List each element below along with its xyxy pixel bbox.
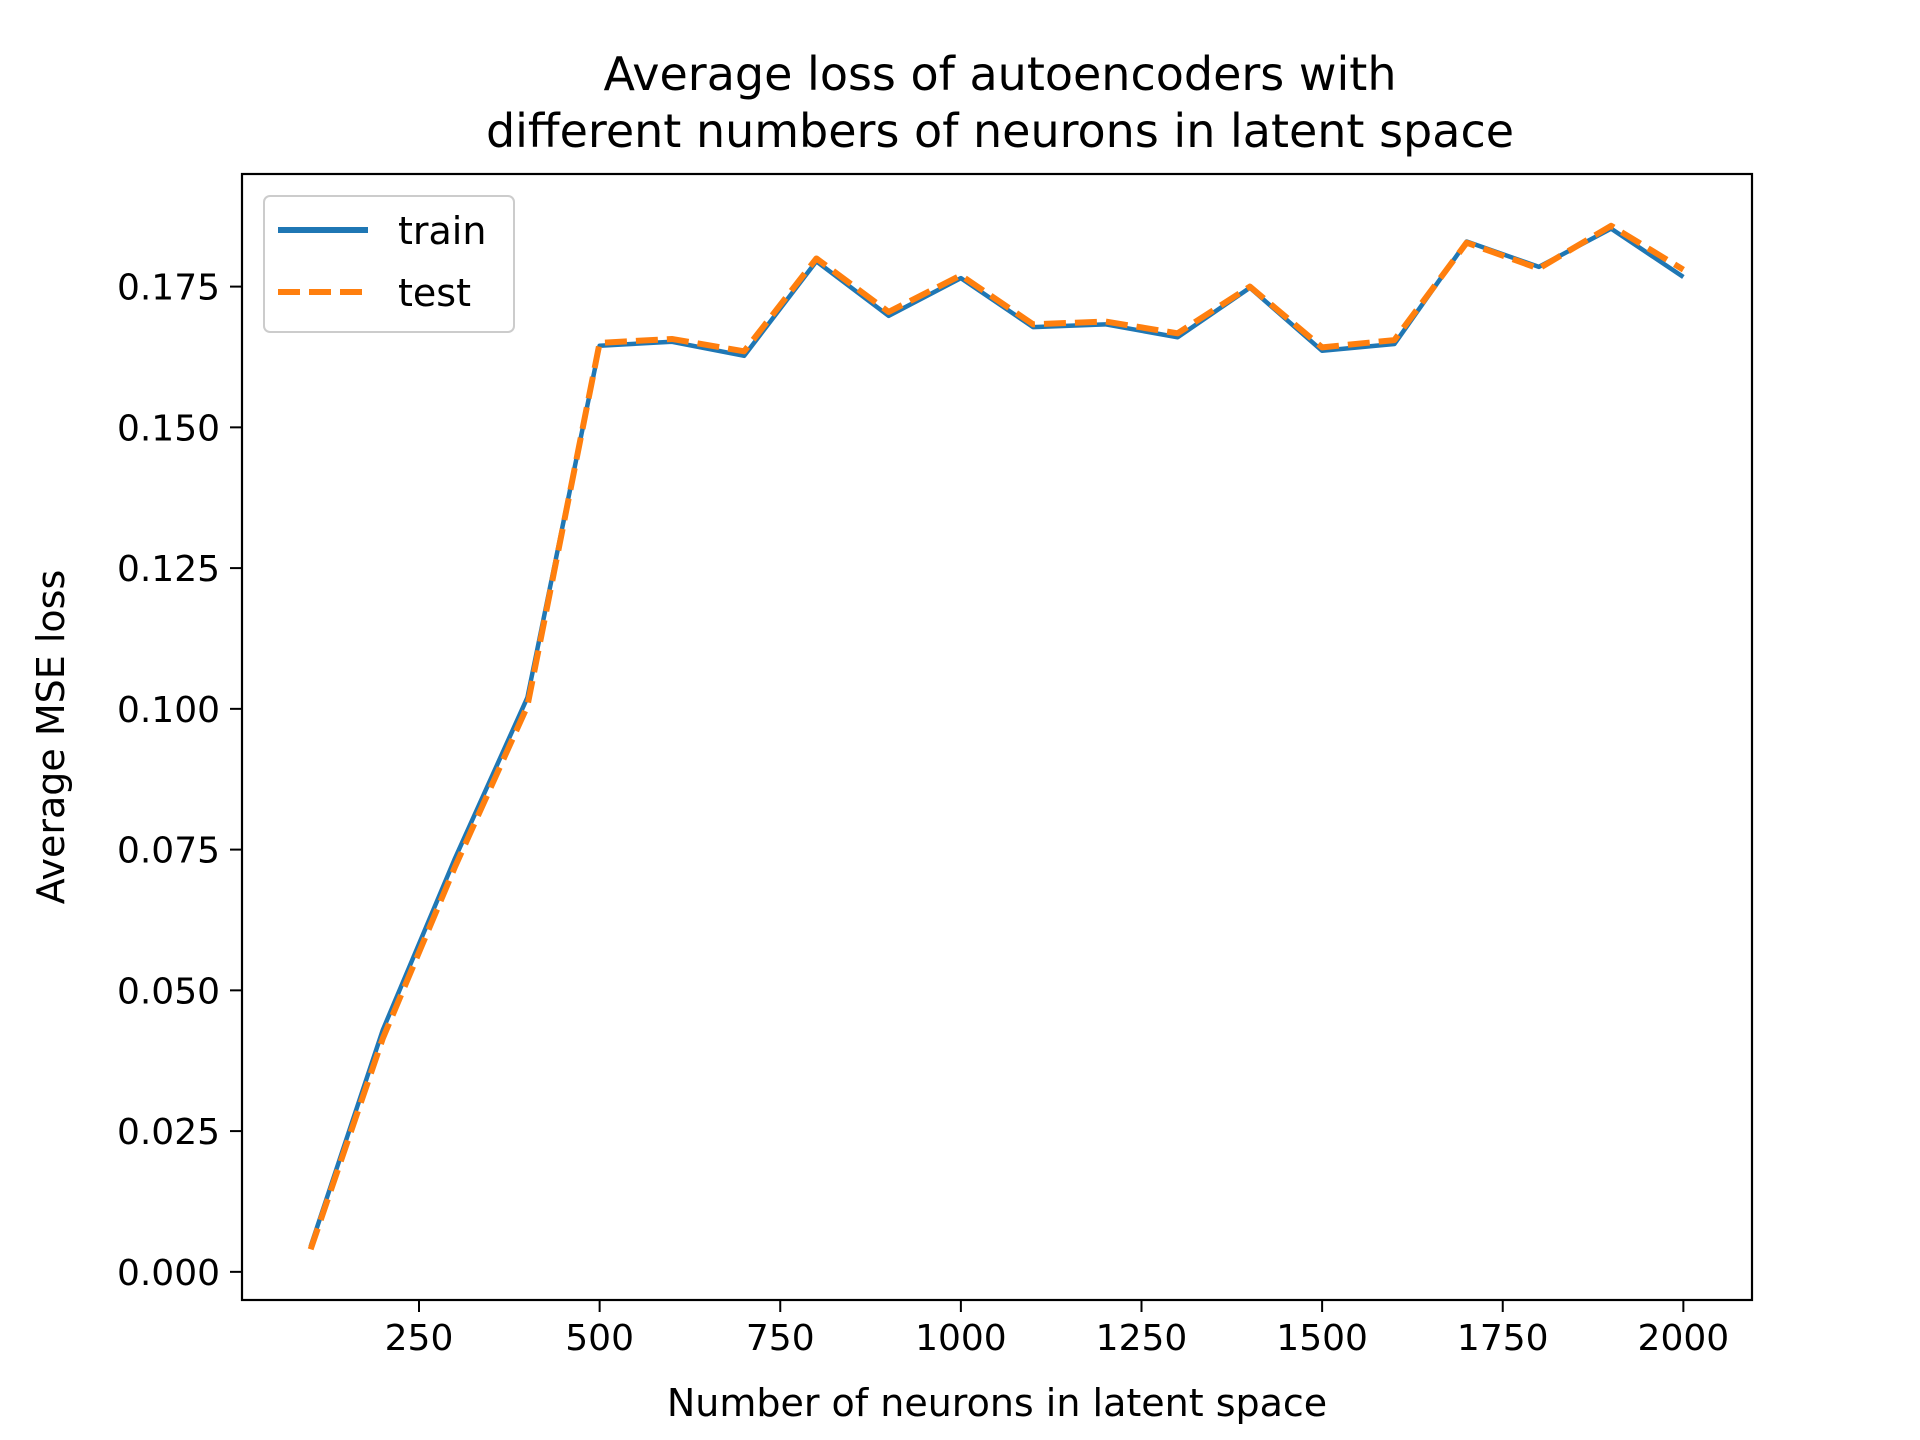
- data-point-train: [959, 277, 962, 280]
- x-tick-label: 750: [746, 1318, 815, 1359]
- y-tick-label: 0.100: [117, 690, 220, 731]
- x-tick-label: 1000: [915, 1318, 1007, 1359]
- legend-train-label: train: [398, 209, 486, 253]
- y-tick-label: 0.125: [117, 549, 220, 590]
- data-point-test: [670, 337, 673, 340]
- series-layer: [307, 222, 1685, 1251]
- legend-test-label: test: [398, 271, 471, 315]
- ticks-layer: 250 500 750 1000 1250 1500 1750 2000 0.000 0.025 0…: [117, 268, 1729, 1359]
- x-tick-label: 2000: [1638, 1318, 1730, 1359]
- y-tick-label: 0.000: [117, 1253, 220, 1294]
- y-tick-label: 0.075: [117, 831, 220, 872]
- x-tick-label: 500: [565, 1318, 634, 1359]
- y-tick-label: 0.050: [117, 971, 220, 1012]
- data-point-test: [1537, 267, 1540, 270]
- data-point-test: [1104, 320, 1107, 323]
- y-tick-label: 0.150: [117, 408, 220, 449]
- legend: train test: [263, 195, 515, 333]
- data-point-test: [1248, 285, 1251, 288]
- data-point-test: [1610, 224, 1613, 227]
- y-tick-label: 0.175: [117, 268, 220, 309]
- data-point-test: [598, 341, 601, 344]
- data-point-train: [743, 354, 746, 357]
- x-tick-label: 1500: [1276, 1318, 1368, 1359]
- plot-frame: [240, 172, 1754, 1302]
- x-tick-label: 1250: [1096, 1318, 1188, 1359]
- x-tick-label: 1750: [1457, 1318, 1549, 1359]
- data-point-test: [381, 1037, 384, 1040]
- y-tick-label: 0.025: [117, 1112, 220, 1153]
- data-point-test: [887, 310, 890, 313]
- data-point-test: [309, 1248, 312, 1251]
- data-point-test: [815, 257, 818, 260]
- x-tick-label: 250: [385, 1318, 454, 1359]
- chart-title-line-1: Average loss of autoencoders with: [604, 47, 1397, 101]
- data-point-train: [1682, 276, 1685, 279]
- series-line-test: [307, 222, 1685, 1251]
- data-point-test: [959, 274, 962, 277]
- y-axis-label: Average MSE loss: [29, 570, 73, 905]
- data-point-test: [743, 350, 746, 353]
- data-point-test: [1393, 339, 1396, 342]
- data-point-test: [1176, 332, 1179, 335]
- data-point-test: [1032, 323, 1035, 326]
- data-point-test: [1682, 268, 1685, 271]
- data-point-test: [1465, 241, 1468, 244]
- x-axis-label: Number of neurons in latent space: [667, 1381, 1327, 1425]
- data-point-test: [454, 865, 457, 868]
- data-point-test: [526, 705, 529, 708]
- chart-title-line-2: different numbers of neurons in latent s…: [486, 104, 1514, 158]
- data-point-test: [1321, 346, 1324, 349]
